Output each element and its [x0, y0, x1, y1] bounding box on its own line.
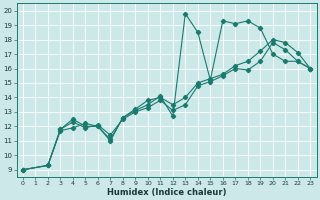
X-axis label: Humidex (Indice chaleur): Humidex (Indice chaleur)	[107, 188, 226, 197]
